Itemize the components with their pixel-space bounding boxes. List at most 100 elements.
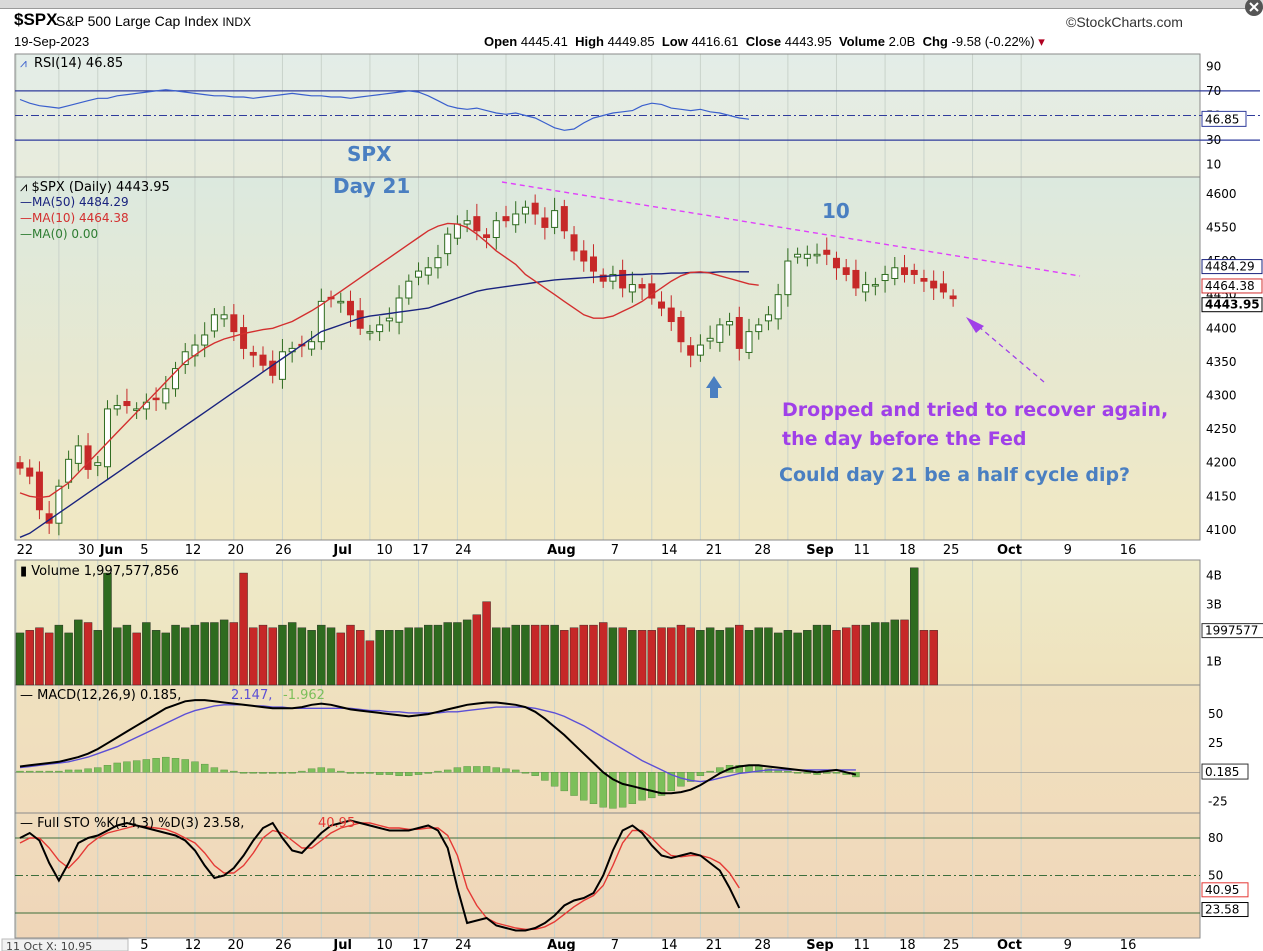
volume-bar — [851, 624, 861, 686]
macd-histogram-bar — [580, 772, 588, 801]
xaxis-bottom-label: 26 — [275, 938, 292, 951]
downtrend-line — [501, 181, 1081, 277]
volume-bar — [365, 640, 375, 686]
xaxis-top-label: 11 — [853, 543, 870, 558]
candle-body — [677, 316, 685, 343]
volume-bar — [686, 627, 695, 686]
volume-bar — [307, 630, 316, 686]
macd-histogram-bar — [531, 772, 539, 776]
rsi-legend: RSI(14) 46.85 — [34, 56, 123, 71]
candle-body — [628, 284, 636, 293]
macd-histogram-bar — [395, 772, 403, 776]
macd-histogram-bar — [337, 770, 345, 773]
volume-bar — [783, 630, 793, 686]
annotation-spx: SPX — [347, 142, 392, 166]
macd-histogram-bar — [103, 765, 112, 773]
candle-body — [317, 300, 325, 343]
volume-bar — [278, 624, 287, 686]
xaxis-bottom-label: 28 — [754, 938, 771, 951]
volume-bar — [482, 601, 491, 686]
volume-bar — [773, 632, 783, 686]
volume-bar — [404, 627, 413, 686]
volume-bar — [822, 624, 831, 686]
macd-histogram-bar — [317, 767, 326, 773]
volume-bar — [599, 622, 608, 686]
volume-bar — [142, 622, 151, 686]
macd-histogram-bar — [492, 767, 500, 773]
candle-body — [181, 351, 189, 366]
candle-body — [201, 334, 209, 346]
volume-ytick-label: 3B — [1206, 597, 1222, 611]
candle-body — [94, 462, 102, 466]
macd-histogram-bar — [220, 769, 228, 773]
candle-body — [395, 297, 403, 323]
macd-histogram-bar — [706, 770, 714, 773]
macd-histogram-bar — [609, 772, 617, 809]
macd-histogram-bar — [152, 758, 160, 773]
candle-body — [580, 250, 588, 262]
candle-body — [512, 213, 520, 226]
candle-body — [842, 267, 850, 275]
rsi-ytick-label: 30 — [1206, 133, 1221, 147]
volume-bar — [268, 627, 277, 686]
candle-body — [726, 321, 734, 326]
xaxis-bottom-label: 24 — [455, 938, 472, 951]
down-arrow-icon: ▾ — [1034, 34, 1045, 49]
macd-histogram-bar — [346, 772, 355, 774]
rsi-last-box — [1201, 110, 1247, 127]
rsi-last-label: 46.85 — [1205, 112, 1239, 126]
macd-histogram-bar — [45, 770, 53, 773]
macd-histogram-bar — [434, 770, 442, 773]
price-legend-ma0: —MA(0) 0.00 — [20, 227, 98, 241]
macd-histogram-bar — [142, 759, 151, 773]
macd-histogram-bar — [667, 772, 675, 792]
ohlc-readout: Open 4445.41 High 4449.85 Low 4416.61 Cl… — [484, 34, 1045, 50]
volume-bar — [725, 627, 734, 686]
price-last-label: 4464.38 — [1205, 279, 1255, 293]
candle-body — [609, 273, 617, 282]
close-icon[interactable] — [1240, 0, 1263, 18]
xaxis-bottom-label: Sep — [806, 938, 834, 951]
candle-body — [385, 317, 393, 322]
volume-bar — [112, 627, 122, 686]
candle-body — [346, 300, 354, 316]
open-label: Open — [484, 34, 518, 49]
security-name: S&P 500 Large Cap Index — [56, 13, 219, 29]
candle-body — [794, 253, 802, 258]
candle-body — [35, 471, 43, 511]
macd-histogram-bar — [132, 760, 141, 773]
candle-body — [55, 485, 63, 524]
volume-bar — [637, 630, 647, 686]
volume-bar — [132, 632, 141, 686]
candle-body — [444, 233, 452, 255]
candle-body — [521, 206, 529, 215]
annotation-day21: Day 21 — [333, 174, 410, 198]
volume-bar — [569, 627, 579, 686]
candle-body — [376, 324, 384, 333]
volume-bar — [744, 630, 754, 686]
volume-bar — [589, 624, 598, 686]
price-ytick-label: 4300 — [1206, 388, 1237, 402]
candle-body — [210, 314, 218, 332]
volume-bar — [287, 622, 297, 686]
chart-date: 19-Sep-2023 — [14, 34, 90, 49]
macd-histogram-bar — [589, 772, 598, 804]
candle-body — [930, 280, 938, 289]
volume-bar — [122, 624, 132, 686]
volume-bar — [705, 627, 715, 686]
chg-label: Chg — [922, 34, 948, 49]
volume-bar — [93, 630, 102, 686]
candle-body — [415, 270, 423, 278]
volume-ytick-label: 4B — [1206, 569, 1222, 583]
volume-bar — [210, 622, 219, 686]
price-legend-ma50: —MA(50) 4484.29 — [20, 195, 129, 209]
candle-body — [832, 257, 840, 269]
volume-bar — [336, 632, 345, 686]
sto-last-label: 40.95 — [1205, 883, 1239, 897]
volume-bar — [83, 622, 93, 686]
macd-histogram-bar — [35, 770, 44, 773]
sto-legend-d: 40.95 — [318, 816, 355, 831]
volume-bar — [433, 624, 443, 686]
macd-legend: — MACD(12,26,9) 0.185, — [20, 688, 181, 703]
candle-body — [162, 388, 170, 404]
